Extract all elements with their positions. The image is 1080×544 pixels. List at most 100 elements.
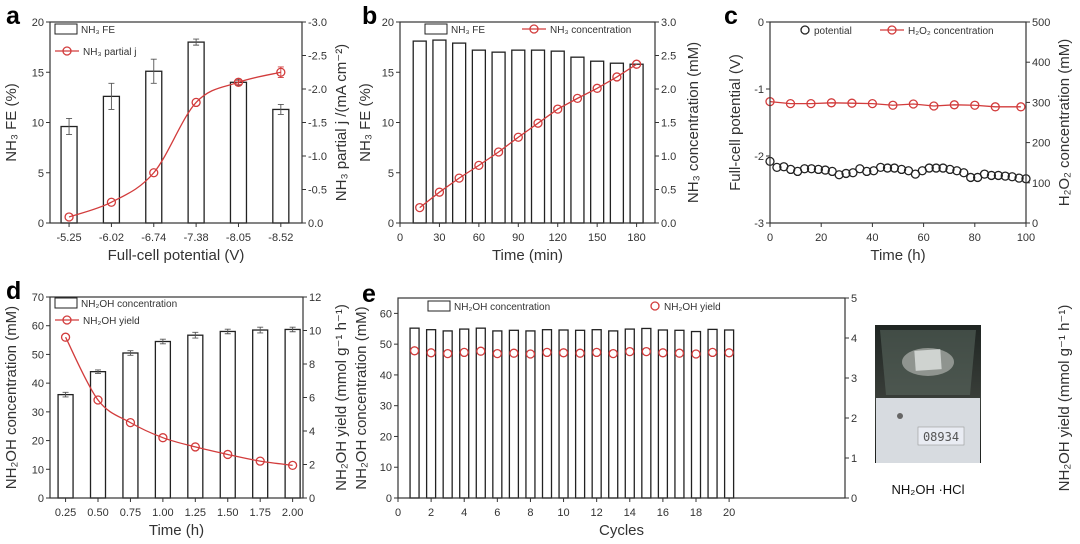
x-tick-label: 60	[473, 232, 485, 244]
data-point	[255, 456, 265, 466]
data-point	[1016, 102, 1026, 112]
data-point	[888, 100, 898, 110]
y-tick-label: 10	[380, 462, 392, 474]
x-tick-label: 40	[866, 232, 878, 244]
data-point	[945, 164, 955, 175]
data-point	[553, 104, 563, 114]
x-axis-label: Time (h)	[870, 247, 925, 264]
error-bar	[127, 350, 134, 356]
y-tick-label: 60	[32, 321, 44, 333]
x-tick-label: 20	[723, 507, 735, 519]
y2-tick-label: 0.5	[661, 185, 676, 197]
data-point	[658, 348, 668, 358]
y-tick-label: 50	[380, 339, 392, 351]
y2-tick-label: 200	[1032, 138, 1050, 150]
legend-label: NH₃ FE	[81, 25, 115, 36]
plot-frame	[397, 297, 846, 499]
y2-tick-label: 10	[309, 326, 321, 338]
y-tick-label: 10	[32, 118, 44, 130]
bar	[491, 51, 506, 224]
data-point	[806, 164, 817, 174]
y2-tick-label: -1.5	[308, 118, 327, 130]
data-point	[1014, 173, 1024, 183]
data-point	[993, 170, 1004, 181]
x-tick-label: -8.05	[226, 232, 251, 244]
data-point	[459, 347, 469, 358]
data-point	[882, 163, 893, 173]
y-tick-label: 40	[32, 378, 44, 390]
y-tick-label: 0	[386, 493, 392, 505]
error-bar	[289, 326, 296, 333]
y2-tick-label: 8	[309, 359, 315, 371]
legend-label: potential	[814, 26, 852, 37]
y2-tick-label: 2.5	[661, 51, 676, 63]
error-bar	[192, 331, 199, 339]
y2-tick-label: 0.0	[661, 218, 676, 230]
bar	[550, 50, 565, 224]
x-tick-label: 18	[690, 507, 702, 519]
bar	[530, 49, 546, 224]
data-point	[493, 147, 504, 157]
y-tick-label: -2	[754, 151, 764, 163]
x-tick-label: 180	[627, 232, 645, 244]
y-axis-label: NH₂OH concentration (mM)	[353, 306, 370, 489]
panel-c: c 0 20 40 60 80 100 -3 -2 -1 0 0 100 200 300 400 500 Time…	[724, 2, 1073, 264]
y2-tick-label: -2.0	[308, 84, 327, 96]
y2-axis-label: H₂O₂ concentration (mM)	[1056, 39, 1073, 207]
x-tick-label: 0.50	[87, 507, 108, 519]
error-bar	[257, 326, 264, 334]
y2-tick-label: 1.0	[661, 151, 676, 163]
data-point	[454, 173, 464, 183]
data-point	[924, 163, 934, 173]
data-point	[875, 162, 886, 173]
data-point	[834, 170, 844, 180]
panel-letter: c	[724, 2, 738, 30]
plot-frame	[769, 21, 1027, 224]
data-point	[60, 332, 71, 342]
x-tick-label: 0	[395, 507, 401, 519]
data-point	[509, 348, 519, 358]
y-tick-label: 20	[382, 17, 394, 29]
y-tick-label: 5	[38, 168, 44, 180]
panel-letter: a	[6, 2, 21, 30]
data-point	[592, 83, 602, 93]
y-axis-label: Full-cell potential (V)	[727, 54, 744, 191]
legend-swatch-marker	[529, 24, 539, 34]
y-tick-label: 50	[32, 349, 44, 361]
data-point	[592, 347, 602, 358]
x-tick-label: 0.25	[55, 507, 76, 519]
y-tick-label: 15	[382, 67, 394, 79]
x-tick-label: 0	[397, 232, 403, 244]
y2-tick-label: 5	[851, 293, 857, 305]
data-point	[608, 348, 618, 359]
data-point	[959, 168, 969, 178]
y2-tick-label: 3.0	[661, 17, 676, 29]
bar	[609, 62, 625, 224]
error-bar	[193, 38, 200, 46]
inset-photo-balance: 08934 NH₂OH ·HCl	[875, 325, 981, 497]
x-tick-label: 2	[428, 507, 434, 519]
x-tick-label: -5.25	[57, 232, 82, 244]
x-tick-label: 0.75	[120, 507, 141, 519]
y-tick-label: 60	[380, 308, 392, 320]
x-tick-label: 1.75	[249, 507, 270, 519]
y-tick-label: 0	[388, 218, 394, 230]
panel-letter: e	[362, 280, 376, 308]
x-tick-label: 30	[433, 232, 445, 244]
y-tick-label: 10	[382, 118, 394, 130]
data-point	[929, 101, 939, 111]
bar	[451, 42, 467, 224]
data-point	[190, 442, 200, 452]
bar	[102, 95, 121, 224]
bar	[570, 56, 585, 224]
data-point	[513, 132, 523, 142]
data-point	[125, 417, 136, 428]
y2-tick-label: -1.0	[308, 151, 327, 163]
y2-tick-label: 12	[309, 292, 321, 304]
data-point	[820, 165, 830, 175]
data-point	[525, 349, 536, 359]
y2-tick-label: 1	[851, 453, 857, 465]
error-bar	[224, 328, 231, 335]
y-tick-label: 40	[380, 370, 392, 382]
error-bar	[62, 391, 69, 398]
